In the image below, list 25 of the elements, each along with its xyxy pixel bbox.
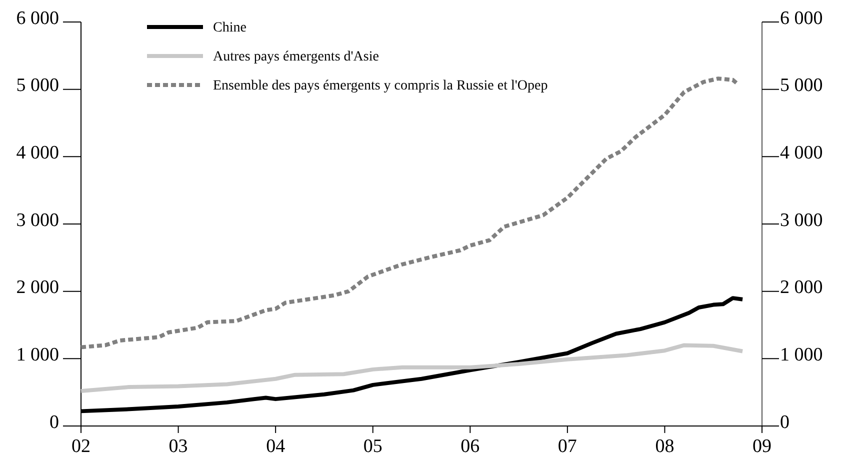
y-tick-label: 1 000 [16, 344, 59, 366]
x-tick-label: 06 [460, 436, 480, 457]
x-tick-label: 07 [558, 436, 577, 457]
x-tick-label: 08 [655, 436, 674, 457]
y-tick-label: 3 000 [16, 210, 59, 231]
legend-label: Chine [213, 20, 246, 36]
x-tick-label: 09 [752, 436, 772, 457]
y-tick-label: 5 000 [16, 75, 59, 96]
legend-label: Ensemble des pays émergents y compris la Russie et l'Opep [213, 78, 548, 94]
x-tick-label: 03 [168, 436, 188, 457]
y2-tick-label: 5 000 [780, 75, 823, 96]
y-tick-label: 4 000 [16, 142, 59, 164]
y2-tick-label: 3 000 [780, 210, 823, 231]
y2-tick-label: 6 000 [780, 8, 823, 29]
legend-label: Autres pays émergents d'Asie [213, 49, 379, 64]
x-tick-label: 02 [72, 436, 90, 457]
y2-tick-label: 4 000 [780, 142, 823, 164]
y2-tick-label: 1 000 [780, 344, 823, 366]
y-tick-label: 6 000 [16, 8, 59, 29]
x-tick-label: 05 [363, 436, 382, 457]
x-tick-label: 04 [266, 436, 286, 457]
y2-tick-label: 2 000 [780, 277, 823, 298]
y2-tick-label: 0 [780, 412, 790, 433]
y-tick-label: 0 [50, 412, 59, 433]
y-tick-label: 2 000 [16, 277, 59, 298]
